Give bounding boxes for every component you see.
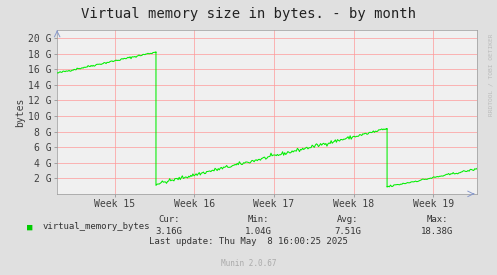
Text: Avg:: Avg: xyxy=(337,216,359,224)
Text: 7.51G: 7.51G xyxy=(334,227,361,235)
Text: 3.16G: 3.16G xyxy=(156,227,182,235)
Text: Min:: Min: xyxy=(248,216,269,224)
Y-axis label: bytes: bytes xyxy=(15,97,25,127)
Text: Virtual memory size in bytes. - by month: Virtual memory size in bytes. - by month xyxy=(81,7,416,21)
Text: 18.38G: 18.38G xyxy=(421,227,453,235)
Text: virtual_memory_bytes: virtual_memory_bytes xyxy=(42,222,150,231)
Text: 1.04G: 1.04G xyxy=(245,227,272,235)
Text: Last update: Thu May  8 16:00:25 2025: Last update: Thu May 8 16:00:25 2025 xyxy=(149,238,348,246)
Text: Cur:: Cur: xyxy=(158,216,180,224)
Text: Munin 2.0.67: Munin 2.0.67 xyxy=(221,260,276,268)
Text: RRDTOOL / TOBI OETIKER: RRDTOOL / TOBI OETIKER xyxy=(489,33,494,116)
Text: Max:: Max: xyxy=(426,216,448,224)
Text: ■: ■ xyxy=(27,222,33,231)
